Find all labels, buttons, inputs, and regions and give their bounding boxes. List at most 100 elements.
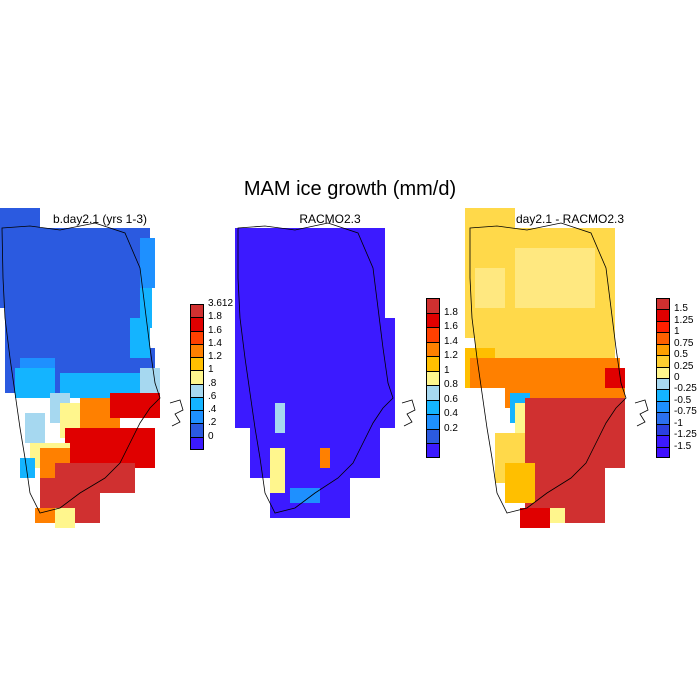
map-cell — [10, 268, 30, 298]
colorbar-swatch — [656, 435, 670, 447]
colorbar-swatch — [656, 400, 670, 413]
panel-racmo: RACMO2.3 — [230, 208, 460, 538]
colorbar-swatch — [190, 317, 204, 331]
island-diff — [634, 399, 649, 427]
colorbar-swatch — [426, 428, 440, 444]
colorbar-label: 0.5 — [674, 349, 688, 361]
colorbar-label: -0.5 — [674, 394, 692, 406]
map-cell — [475, 268, 505, 308]
colorbar-swatch — [426, 399, 440, 415]
panel-title-diff: b.day2.1 - RACMO2.3 — [505, 212, 625, 226]
colorbar-swatch — [426, 385, 440, 400]
map-cell — [605, 368, 625, 388]
colorbar-swatch — [656, 366, 670, 378]
figure-title: MAM ice growth (mm/d) — [243, 178, 457, 200]
map-cell — [5, 298, 25, 323]
colorbar-label: 1.8 — [444, 306, 458, 318]
colorbar-label: .6 — [208, 390, 217, 402]
colorbar-swatch — [190, 357, 204, 371]
colorbar-label: 1.2 — [208, 351, 222, 363]
map-cell — [110, 393, 160, 418]
map-cell — [55, 508, 75, 528]
colorbar-label: 0.4 — [444, 408, 458, 420]
map-cell — [235, 318, 395, 428]
colorbar-swatch — [656, 355, 670, 367]
colorbar-swatch — [656, 412, 670, 424]
map-cells-model — [0, 208, 160, 528]
colorbar-label: 1.4 — [208, 337, 222, 349]
map-cell — [25, 413, 45, 443]
map-cell — [290, 488, 320, 503]
map-racmo — [235, 222, 416, 518]
colorbar-swatch — [190, 423, 204, 437]
colorbar-frame — [426, 298, 440, 458]
map-cell — [130, 318, 150, 358]
colorbar-label: 1.5 — [674, 303, 688, 315]
map-cell — [5, 308, 150, 348]
colorbar-label: .2 — [208, 417, 217, 429]
coastline-model — [1, 222, 161, 514]
map-cell — [505, 463, 535, 503]
colorbar-label: 1.8 — [208, 311, 222, 323]
map-cells-diff — [465, 208, 625, 528]
colorbar-label: 1 — [208, 364, 214, 376]
colorbar-label: 3.612 — [208, 298, 234, 309]
colorbar-swatch — [426, 370, 440, 386]
colorbar-swatch — [656, 298, 670, 310]
colorbar-swatch — [656, 343, 670, 356]
panel-title-model: b.day2.1 (yrs 1-3) — [52, 212, 148, 226]
colorbar-label: 0.75 — [674, 337, 694, 349]
colorbar-label: 1 — [674, 326, 680, 338]
colorbar-swatch — [190, 396, 204, 411]
colorbar-label: 0 — [674, 372, 680, 383]
colorbar-label: -0.75 — [674, 406, 697, 418]
colorbar-label: 1.6 — [444, 321, 458, 333]
colorbar-label: -1.5 — [674, 440, 692, 452]
colorbar-swatch — [190, 436, 204, 450]
colorbar-swatch — [656, 446, 670, 458]
map-cell — [515, 248, 595, 308]
colorbar-label: 1.2 — [444, 350, 458, 362]
colorbar-swatch — [426, 327, 440, 342]
colorbar-label: 0.8 — [444, 379, 458, 391]
map-diff — [465, 208, 649, 528]
map-cell — [20, 458, 35, 478]
map-model — [0, 208, 184, 528]
map-cell — [35, 508, 55, 523]
island-racmo — [401, 399, 416, 427]
coastline-racmo — [237, 222, 394, 514]
colorbar-swatch — [426, 414, 440, 429]
colorbar-label: 0.2 — [444, 422, 458, 434]
island-model — [169, 399, 184, 427]
colorbar-label: 0 — [208, 430, 214, 442]
colorbar-frame — [190, 304, 204, 450]
colorbar-label: .8 — [208, 377, 217, 389]
colorbar-swatch — [190, 383, 204, 397]
colorbar-label: 1.4 — [444, 335, 458, 347]
colorbar-swatch — [426, 443, 440, 458]
map-cell — [140, 238, 155, 288]
colorbar-swatch — [190, 343, 204, 358]
colorbar-label: 1 — [444, 364, 450, 376]
colorbar-swatch — [426, 356, 440, 371]
colorbar-swatch — [190, 410, 204, 424]
colorbar-swatch — [190, 304, 204, 318]
colorbar-swatch — [426, 341, 440, 357]
map-cells-racmo — [235, 228, 395, 518]
map-cell — [275, 403, 285, 433]
colorbar-swatch — [656, 320, 670, 333]
map-cell — [520, 508, 550, 528]
colorbar-swatch — [190, 330, 204, 344]
panel-model: b.day2.1 (yrs 1-3) — [0, 208, 230, 538]
colorbar-swatch — [426, 312, 440, 328]
panel-title-racmo: RACMO2.3 — [299, 212, 361, 226]
map-cell — [0, 208, 40, 233]
colorbar-label: 1.25 — [674, 314, 694, 326]
panel-diff: b.day2.1 - RACMO2.3 — [465, 208, 695, 538]
colorbar-swatch — [190, 370, 204, 384]
map-cell — [15, 368, 55, 398]
colorbar-label: -1.25 — [674, 429, 697, 441]
colorbar-label: -1 — [674, 417, 683, 429]
colorbar-swatch — [656, 378, 670, 390]
map-cell — [270, 448, 285, 493]
